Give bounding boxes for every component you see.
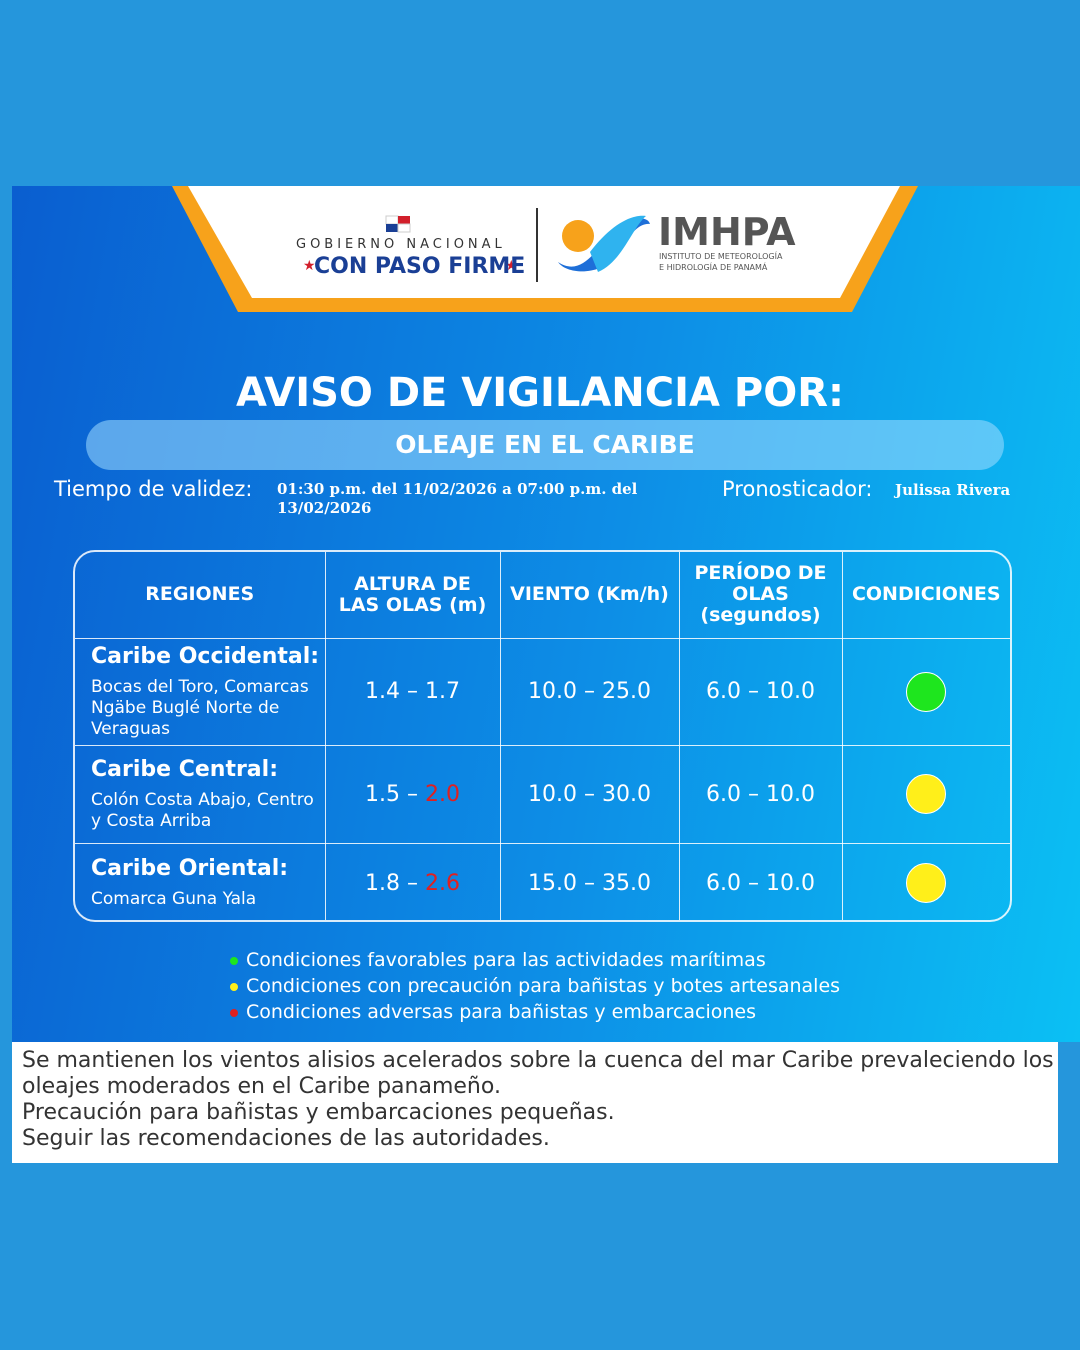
gov-motto: CON PASO FIRME xyxy=(314,254,526,279)
wave-cell: 1.4 – 1.7 xyxy=(324,637,501,746)
header-graphics: ★ ★ xyxy=(172,186,918,312)
period-cell: 6.0 – 10.0 xyxy=(678,842,843,920)
svg-text:★: ★ xyxy=(505,258,518,274)
legend-text: Condiciones adversas para bañistas y emb… xyxy=(246,1001,757,1023)
legend-dot xyxy=(230,956,238,965)
wave-low: 1.4 – xyxy=(365,679,425,704)
region-name: Caribe Oriental: xyxy=(91,856,289,882)
column-header: ALTURA DE LAS OLAS (m) xyxy=(324,552,501,639)
subtitle-bar xyxy=(86,420,1004,470)
logo-sub: E HIDROLOGÍA DE PANAMÁ xyxy=(659,263,768,272)
region-name: Caribe Occidental: xyxy=(91,643,320,669)
legend-dot xyxy=(230,982,238,991)
wave-cell: 1.5 – 2.0 xyxy=(324,744,501,844)
condition-cell xyxy=(841,637,1010,746)
header-row: REGIONES ALTURA DE LAS OLAS (m) VIENTO (Km… xyxy=(75,552,1010,639)
note-line: Precaución para bañistas y embarcaciones… xyxy=(22,1100,615,1125)
svg-text:★: ★ xyxy=(303,258,316,274)
legend: Condiciones favorables para las activida… xyxy=(230,947,840,1025)
wave-high: 2.6 xyxy=(424,870,460,896)
period-cell: 6.0 – 10.0 xyxy=(678,637,843,746)
title: AVISO DE VIGILANCIA POR: xyxy=(236,370,844,416)
legend-text: Condiciones favorables para las activida… xyxy=(246,949,766,971)
subtitle: OLEAJE EN EL CARIBE xyxy=(395,430,695,459)
region-cell: Caribe Oriental: Comarca Guna Yala xyxy=(75,842,326,920)
gov-top: GOBIERNO NACIONAL xyxy=(296,237,506,252)
condition-dot xyxy=(906,774,947,814)
wind-cell: 10.0 – 25.0 xyxy=(499,637,680,746)
validity-value: 01:30 p.m. del 11/02/2026 a 07:00 p.m. d… xyxy=(277,480,638,517)
wave-low: 1.8 – xyxy=(365,870,425,896)
wind-cell: 15.0 – 35.0 xyxy=(499,842,680,920)
legend-item: Condiciones adversas para bañistas y emb… xyxy=(230,999,840,1025)
table: REGIONES ALTURA DE LAS OLAS (m) VIENTO (Km… xyxy=(73,550,1012,922)
wave-high: 2.0 xyxy=(424,781,460,807)
column-header: CONDICIONES xyxy=(841,552,1010,639)
region-areas: Bocas del Toro, Comarcas Ngäbe Buglé Nor… xyxy=(91,676,309,739)
validity-label: Tiempo de validez: xyxy=(54,477,253,501)
logo-text: IMHPA xyxy=(658,210,796,254)
region-cell: Caribe Central: Colón Costa Abajo, Centro… xyxy=(75,744,326,844)
wind-cell: 10.0 – 30.0 xyxy=(499,744,680,844)
wave-cell: 1.8 – 2.6 xyxy=(324,842,501,920)
note-line: Se mantienen los vientos alisios acelera… xyxy=(22,1048,1054,1099)
forecast-table: REGIONES ALTURA DE LAS OLAS (m) VIENTO (Km… xyxy=(75,552,1010,920)
condition-cell xyxy=(841,744,1010,844)
forecaster-label: Pronosticador: xyxy=(722,477,873,501)
region-areas: Comarca Guna Yala xyxy=(91,889,257,910)
condition-dot xyxy=(906,863,947,904)
column-header: PERÍODO DE OLAS (segundos) xyxy=(678,552,843,639)
region-cell: Caribe Occidental: Bocas del Toro, Comarc… xyxy=(75,637,326,746)
wave-low: 1.5 – xyxy=(365,781,425,807)
logo-sub: INSTITUTO DE METEOROLOGÍA xyxy=(659,252,783,261)
region-name: Caribe Central: xyxy=(91,756,278,782)
legend-item: Condiciones favorables para las activida… xyxy=(230,947,840,973)
region-areas: Colón Costa Abajo, Centro y Costa Arriba xyxy=(91,789,314,831)
column-header: REGIONES xyxy=(75,552,326,639)
condition-dot xyxy=(906,671,947,712)
period-cell: 6.0 – 10.0 xyxy=(678,744,843,844)
condition-cell xyxy=(841,842,1010,920)
table-row: Caribe Central: Colón Costa Abajo, Centro… xyxy=(75,744,1010,844)
note-line: Seguir las recomendaciones de las autori… xyxy=(22,1126,550,1151)
column-header: VIENTO (Km/h) xyxy=(499,552,680,639)
forecaster-value: Julissa Rivera xyxy=(895,481,1011,499)
wave-high: 1.7 xyxy=(424,679,460,704)
legend-text: Condiciones con precaución para bañistas… xyxy=(246,975,841,997)
table-row: Caribe Oriental: Comarca Guna Yala 1.8 – 2… xyxy=(75,842,1010,920)
table-row: Caribe Occidental: Bocas del Toro, Comarc… xyxy=(75,637,1010,746)
legend-item: Condiciones con precaución para bañistas… xyxy=(230,973,840,999)
notes: Se mantienen los vientos alisios acelera… xyxy=(12,1042,1058,1163)
legend-dot xyxy=(230,1008,238,1017)
